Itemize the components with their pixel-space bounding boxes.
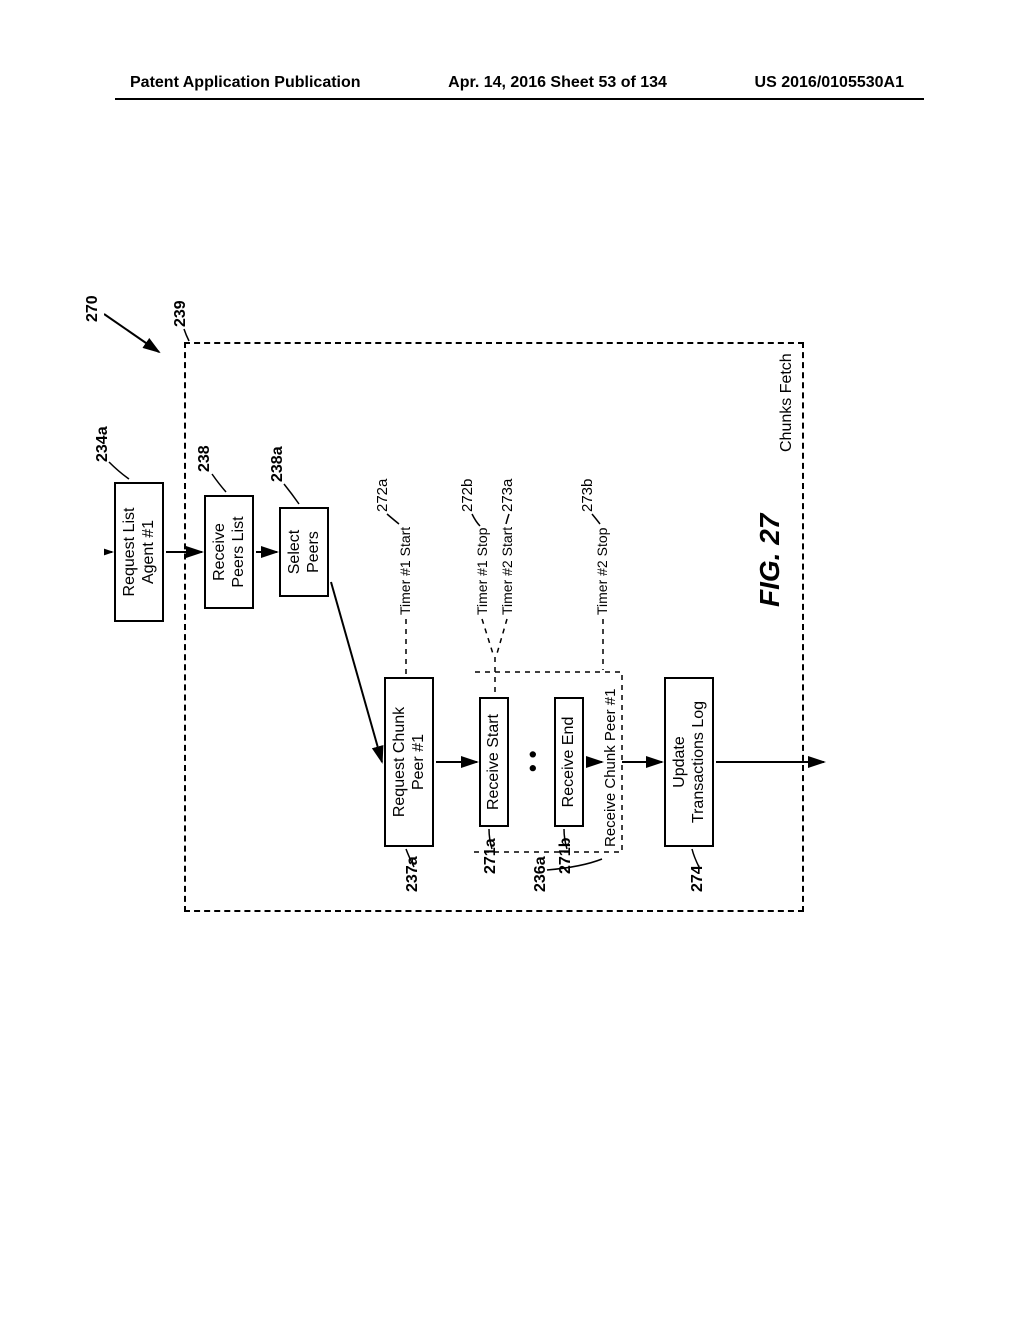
box-update-log-text: Update Transactions Log [670, 701, 708, 823]
timer-2-start: Timer #2 Start [499, 525, 515, 617]
header-left: Patent Application Publication [130, 74, 361, 92]
header-rule [115, 98, 924, 100]
box-update-log: Update Transactions Log [664, 677, 714, 847]
box-request-chunk-text: Request Chunk Peer #1 [390, 707, 428, 817]
timer-1-start: Timer #1 Start [397, 525, 413, 617]
page-header: Patent Application Publication Apr. 14, … [130, 74, 904, 92]
flowchart-diagram: Chunks Fetch 270 239 Request List Agent … [104, 236, 842, 922]
box-receive-peers-text: Receive Peers List [210, 516, 248, 587]
box-select-peers: Select Peers [279, 507, 329, 597]
box-select-peers-text: Select Peers [285, 530, 323, 574]
box-receive-end: Receive End [554, 697, 584, 827]
ref-238: 238 [196, 445, 214, 472]
ref-274: 274 [689, 865, 707, 892]
ref-234a: 234a [94, 426, 112, 462]
ref-238a: 238a [269, 446, 287, 482]
timer-2-stop: Timer #2 Stop [594, 526, 610, 617]
ref-237a: 237a [404, 856, 422, 892]
ellipsis-dots: •• [520, 745, 546, 772]
header-center: Apr. 14, 2016 Sheet 53 of 134 [448, 74, 667, 92]
box-receive-peers: Receive Peers List [204, 495, 254, 609]
chunks-fetch-label: Chunks Fetch [778, 353, 796, 452]
box-receive-start-text: Receive Start [484, 714, 503, 810]
box-request-list: Request List Agent #1 [114, 482, 164, 622]
header-right: US 2016/0105530A1 [755, 74, 904, 92]
page: Patent Application Publication Apr. 14, … [0, 0, 1024, 1320]
ref-272b: 272b [459, 479, 476, 512]
box-receive-start: Receive Start [479, 697, 509, 827]
ref-236a: 236a [532, 856, 550, 892]
ref-273b: 273b [579, 479, 596, 512]
ref-273a: 273a [499, 479, 516, 512]
ref-271a: 271a [482, 838, 500, 874]
receive-chunk-peer-label: Receive Chunk Peer #1 [602, 689, 619, 847]
box-request-list-text: Request List Agent #1 [120, 508, 158, 597]
ref-272a: 272a [374, 479, 391, 512]
ref-271b: 271b [557, 838, 575, 874]
figure-title: FIG. 27 [754, 514, 786, 607]
ref-239: 239 [172, 300, 190, 327]
box-receive-end-text: Receive End [559, 717, 578, 808]
ref-270: 270 [84, 295, 102, 322]
timer-1-stop: Timer #1 Stop [474, 526, 490, 617]
box-request-chunk: Request Chunk Peer #1 [384, 677, 434, 847]
